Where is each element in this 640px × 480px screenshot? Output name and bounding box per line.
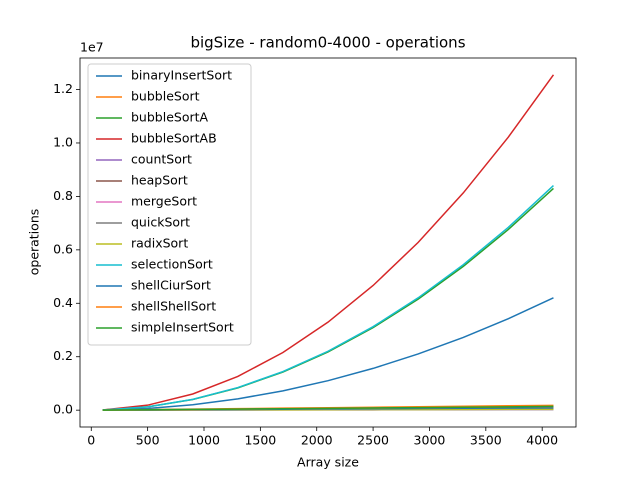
line — [102, 74, 555, 411]
y-axis-label: operations — [27, 209, 42, 276]
legend-label: bubbleSortA — [131, 110, 209, 125]
x-tick-label: 1500 — [244, 433, 276, 448]
axes-frame — [79, 57, 577, 428]
legend-label: selectionSort — [131, 257, 213, 272]
y-tick-label: 0.8 — [53, 188, 73, 203]
y-tick-label: 1.0 — [53, 134, 73, 149]
legend-label: quickSort — [131, 215, 190, 230]
legend-label: mergeSort — [131, 194, 197, 209]
x-tick-label: 500 — [136, 433, 160, 448]
legend-label: shellCiurSort — [131, 278, 211, 293]
y-tick-label: 0.6 — [53, 241, 73, 256]
y-tick-label: 0.0 — [53, 402, 73, 417]
legend-label: binaryInsertSort — [131, 68, 232, 83]
x-tick-label: 1000 — [188, 433, 220, 448]
legend-label: heapSort — [131, 173, 188, 188]
y-tick-label: 0.2 — [53, 348, 73, 363]
y-tick-label: 1.2 — [53, 81, 73, 96]
y-tick-label: 0.4 — [53, 295, 73, 310]
x-tick-label: 3500 — [470, 433, 502, 448]
legend-label: countSort — [131, 152, 192, 167]
line — [102, 185, 554, 411]
x-axis-label: Array size — [297, 455, 359, 470]
legend-label: shellShellSort — [131, 299, 216, 314]
x-tick-label: 0 — [87, 433, 95, 448]
legend: binaryInsertSort bubbleSort bubbleSortA bub… — [87, 63, 252, 346]
legend-label: bubbleSortAB — [131, 131, 217, 146]
x-tick-label: 4000 — [526, 433, 558, 448]
line — [102, 405, 554, 411]
x-tick-label: 2500 — [357, 433, 389, 448]
x-tick-label: 2000 — [301, 433, 333, 448]
legend-label: radixSort — [131, 236, 188, 251]
line — [102, 297, 554, 411]
legend-box — [87, 63, 252, 346]
legend-label: bubbleSort — [131, 89, 200, 104]
chart-title: bigSize - random0-4000 - operations — [190, 34, 465, 52]
x-tick-label: 3000 — [414, 433, 446, 448]
legend-label: simpleInsertSort — [131, 320, 234, 335]
y-offset-label: 1e7 — [80, 40, 104, 55]
